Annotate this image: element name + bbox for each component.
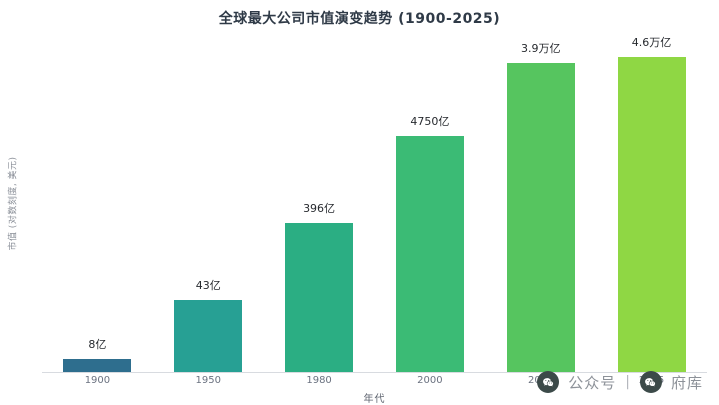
bar [395,136,464,372]
bar-group: 8亿 [42,34,153,372]
bar-value-label: 3.9万亿 [520,42,561,55]
bar-value-label: 43亿 [195,279,221,292]
bar [285,223,354,372]
wechat-icon [639,371,662,393]
wechat-icon [537,371,560,393]
bar-group: 396亿 [264,34,375,372]
plot-area: 8亿 43亿 396亿 4750亿 3.9万亿 4.6万亿 [42,34,707,373]
chart-title: 全球最大公司市值演变趋势 (1900-2025) [218,11,501,27]
bar-value-label: 8亿 [88,338,107,351]
bar-value-label: 4750亿 [410,115,450,128]
y-axis-label: 市值 (对数刻度, 美元) [8,155,19,251]
y-axis: 市值 (对数刻度, 美元) [2,34,22,372]
x-tick-label: 1950 [195,375,221,386]
x-axis-label: 年代 [363,394,386,405]
bar-group: 4750亿 [374,34,485,372]
watermark: 公众号 | 府库 [537,371,703,393]
bar [63,359,132,372]
bar [506,63,575,372]
bar-group: 3.9万亿 [485,34,596,372]
watermark-divider: | [625,374,631,390]
watermark-text-left: 公众号 [568,373,617,392]
bar [174,300,243,372]
bar-group: 4.6万亿 [596,34,707,372]
x-tick-label: 1900 [84,375,111,386]
x-tick-label: 1980 [306,375,332,386]
bar-group: 43亿 [153,34,264,372]
watermark-text-right: 府库 [670,373,703,392]
bar-value-label: 396亿 [303,202,336,215]
bar [617,57,686,372]
x-tick-label: 2000 [417,375,443,386]
bar-value-label: 4.6万亿 [631,36,672,49]
